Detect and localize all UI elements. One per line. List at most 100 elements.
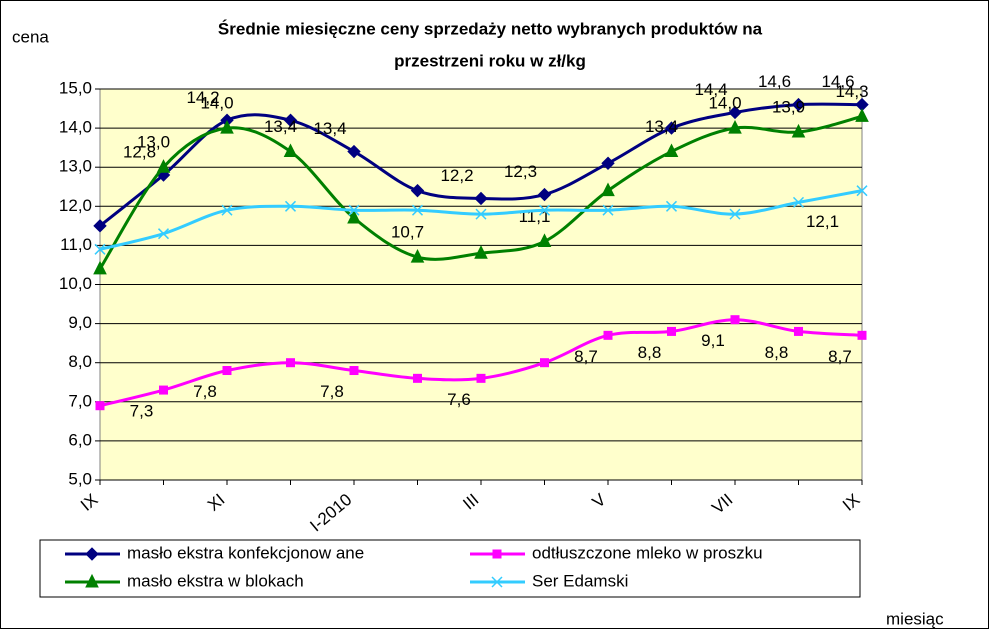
- marker: [791, 97, 806, 112]
- legend-label: masło ekstra konfekcjonow ane: [127, 543, 364, 562]
- marker: [728, 119, 742, 134]
- legend: masło ekstra konfekcjonow ane odtłuszczon…: [39, 539, 861, 598]
- marker: [794, 326, 803, 336]
- y-tick-label: 9,0: [68, 313, 92, 332]
- data-label: 14,6: [758, 72, 791, 91]
- marker: [85, 547, 99, 561]
- marker: [601, 156, 615, 170]
- y-tick-label: 15,0: [59, 78, 92, 97]
- marker: [222, 366, 232, 376]
- y-tick-label: 8,0: [68, 352, 92, 371]
- data-label: 12,8: [123, 143, 156, 162]
- marker: [347, 209, 361, 224]
- marker: [664, 143, 679, 158]
- marker: [349, 366, 359, 376]
- marker: [411, 204, 424, 216]
- data-label: 13,9: [772, 97, 805, 116]
- data-label: 14,2: [186, 88, 219, 107]
- data-label: 7,8: [320, 382, 344, 401]
- marker: [729, 208, 741, 220]
- marker: [601, 182, 615, 197]
- data-label: 8,8: [765, 343, 789, 362]
- marker: [283, 113, 298, 127]
- legend-label: odtłuszczone mleko w proszku: [532, 543, 763, 562]
- marker: [221, 204, 233, 216]
- data-label: 14,3: [835, 82, 868, 101]
- data-label: 12,3: [504, 162, 537, 181]
- marker: [667, 326, 676, 336]
- y-tick-label: 13,0: [59, 157, 92, 176]
- marker: [157, 228, 170, 240]
- data-label: 13,0: [137, 133, 170, 152]
- marker: [792, 196, 805, 208]
- data-label: 13,4: [645, 117, 678, 136]
- marker: [603, 330, 613, 340]
- y-tick-label: 6,0: [68, 430, 92, 449]
- legend-label: masło ekstra w blokach: [127, 571, 304, 590]
- y-tick-label: 11,0: [60, 235, 92, 254]
- data-label: 14,4: [694, 80, 727, 99]
- marker: [855, 108, 869, 122]
- marker: [410, 183, 425, 198]
- marker: [347, 144, 361, 159]
- marker: [348, 204, 360, 216]
- marker: [93, 219, 107, 233]
- marker: [85, 573, 99, 588]
- marker: [95, 401, 105, 411]
- marker: [156, 159, 171, 173]
- data-label: 13,4: [264, 117, 297, 136]
- marker: [540, 358, 549, 368]
- data-label: 13,4: [313, 119, 346, 138]
- data-label: 14,0: [200, 94, 233, 113]
- y-tick-label: 5,0: [68, 469, 92, 488]
- marker: [491, 576, 503, 588]
- y-axis-title: cena: [12, 27, 49, 46]
- data-label: 9,1: [701, 331, 725, 350]
- marker: [730, 315, 740, 325]
- data-label: 8,8: [638, 343, 662, 362]
- data-label: 7,3: [130, 402, 154, 421]
- y-tick-label: 12,0: [59, 196, 92, 215]
- marker: [476, 373, 486, 383]
- marker: [664, 121, 679, 135]
- marker: [410, 249, 425, 263]
- data-label: 10,7: [391, 223, 424, 242]
- marker: [492, 549, 502, 559]
- data-label: 7,6: [447, 390, 471, 409]
- marker: [475, 208, 487, 220]
- marker: [159, 385, 168, 395]
- marker: [284, 200, 297, 212]
- data-label: 8,7: [828, 347, 852, 366]
- marker: [856, 185, 868, 197]
- marker: [474, 245, 488, 259]
- x-axis-title: miesiąc: [886, 609, 944, 628]
- data-label: 7,8: [193, 382, 217, 401]
- marker: [602, 204, 614, 216]
- marker: [413, 373, 422, 383]
- data-label: 12,2: [440, 166, 473, 185]
- y-tick-label: 7,0: [68, 391, 92, 410]
- marker: [474, 191, 488, 206]
- marker: [94, 243, 106, 255]
- data-label: 8,7: [574, 347, 598, 366]
- marker: [538, 204, 551, 216]
- y-tick-label: 10,0: [59, 274, 92, 293]
- marker: [283, 143, 298, 158]
- marker: [857, 330, 867, 340]
- marker: [220, 119, 234, 134]
- marker: [791, 123, 806, 138]
- legend-label: Ser Edamski: [532, 571, 628, 590]
- legend-box: [39, 539, 861, 598]
- chart-title: przestrzeni roku w zł/kg: [394, 51, 586, 70]
- marker: [286, 358, 295, 368]
- marker: [728, 105, 742, 120]
- marker: [537, 187, 552, 202]
- data-label: 14,0: [708, 94, 741, 113]
- marker: [93, 260, 107, 275]
- data-label: 12,1: [806, 212, 839, 231]
- marker: [537, 233, 552, 247]
- data-label: 14,6: [821, 72, 854, 91]
- y-tick-label: 14,0: [59, 118, 92, 137]
- chart-title: Średnie miesięczne ceny sprzedaży netto …: [218, 19, 763, 38]
